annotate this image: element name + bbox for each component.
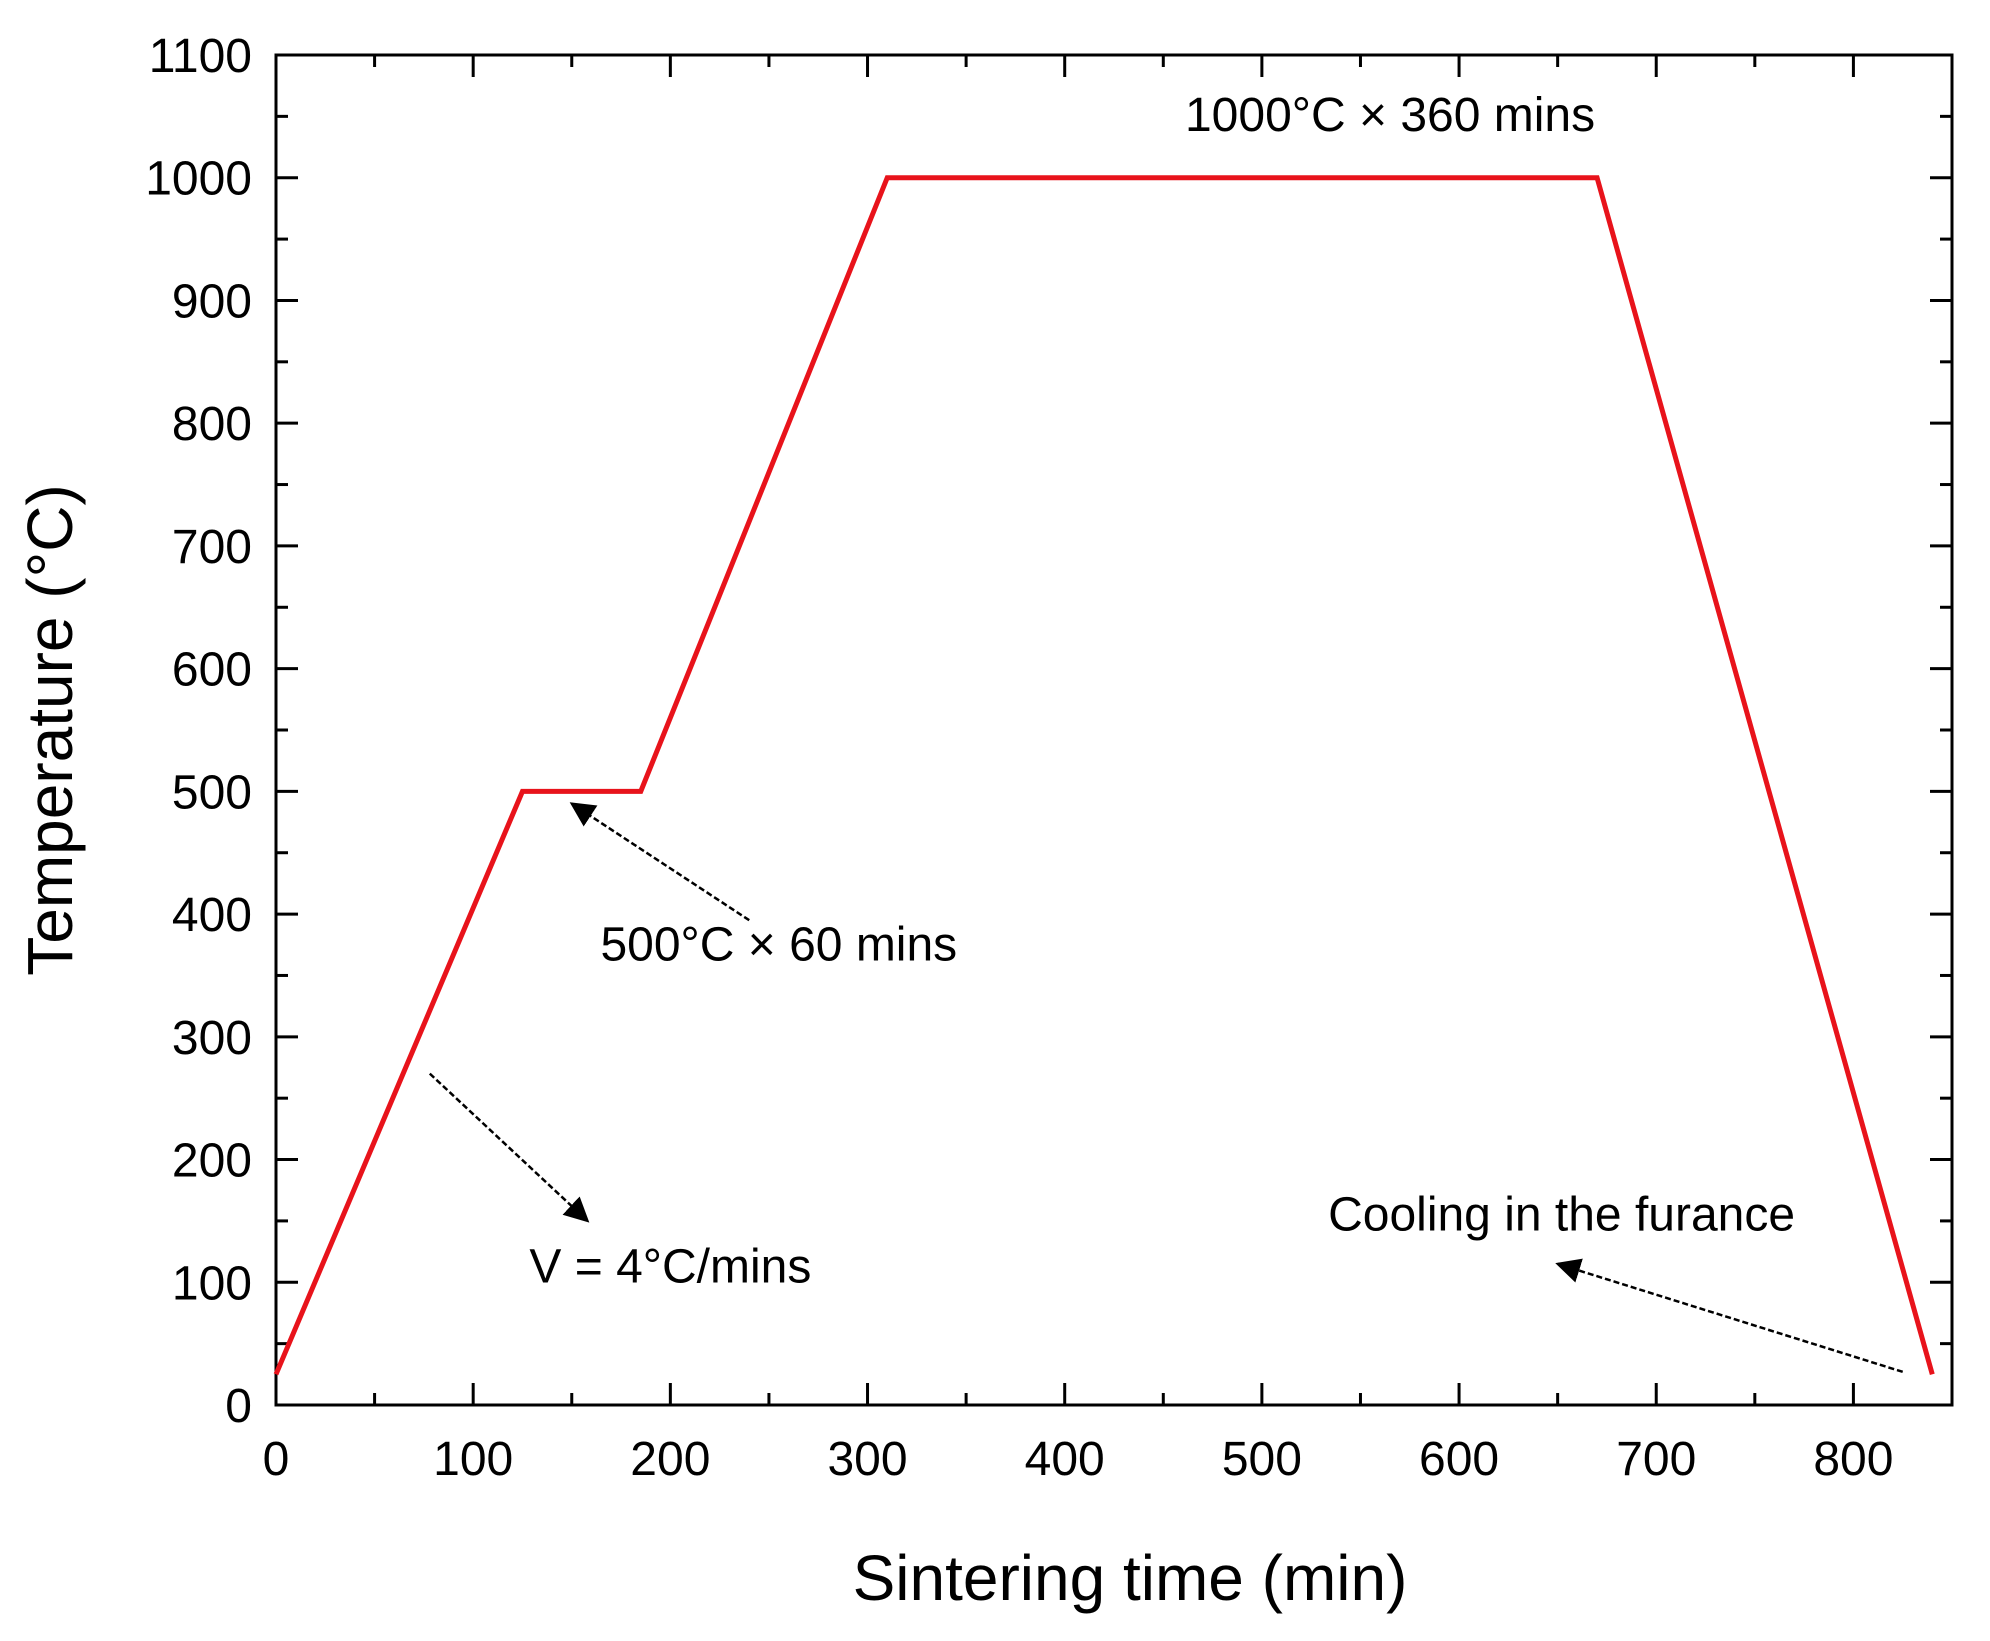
annotation-heating-rate: V = 4°C/mins: [529, 1240, 811, 1293]
annotation-hold-1000: 1000°C × 360 mins: [1185, 89, 1595, 142]
x-tick-label: 800: [1813, 1433, 1893, 1486]
series-layer: [273, 175, 1935, 1376]
annotation-arrow-heating-rate: [428, 1072, 590, 1223]
y-tick-label: 0: [225, 1380, 252, 1433]
y-tick-label: 400: [172, 889, 252, 942]
x-tick-label: 600: [1419, 1433, 1499, 1486]
x-tick-label: 0: [263, 1433, 290, 1486]
x-tick-label: 200: [630, 1433, 710, 1486]
y-axis-title: Temperature (°C): [14, 484, 86, 976]
annotation-layer: 1000°C × 360 mins 500°C × 60 mins V = 4°C/…: [428, 89, 1904, 1374]
annotation-hold-500: 500°C × 60 mins: [600, 919, 957, 972]
annotation-cooling: Cooling in the furance: [1328, 1189, 1795, 1242]
annotation-arrow-hold-500: [569, 802, 750, 922]
x-axis-ticks: 0 100 200 300 400 500 600 700 800: [263, 55, 1893, 1486]
y-tick-label: 200: [172, 1135, 252, 1188]
y-tick-label: 100: [172, 1257, 252, 1310]
y-tick-label: 500: [172, 766, 252, 819]
annotation-arrow-cooling: [1555, 1258, 1904, 1374]
x-tick-label: 100: [433, 1433, 513, 1486]
x-tick-label: 500: [1222, 1433, 1302, 1486]
x-tick-label: 700: [1616, 1433, 1696, 1486]
y-tick-label: 600: [172, 644, 252, 697]
y-tick-label: 300: [172, 1012, 252, 1065]
x-tick-label: 400: [1025, 1433, 1105, 1486]
x-tick-label: 300: [827, 1433, 907, 1486]
y-tick-label: 700: [172, 521, 252, 574]
y-axis-ticks: 0 100 200 300 400 500 600 700 800 900 1000 1100: [145, 30, 1952, 1433]
x-axis-title: Sintering time (min): [853, 1542, 1408, 1614]
y-tick-label: 1000: [145, 153, 252, 206]
y-tick-label: 1100: [149, 30, 252, 83]
y-tick-label: 800: [172, 398, 252, 451]
y-tick-label: 900: [172, 275, 252, 328]
series-line: [273, 175, 1935, 1376]
